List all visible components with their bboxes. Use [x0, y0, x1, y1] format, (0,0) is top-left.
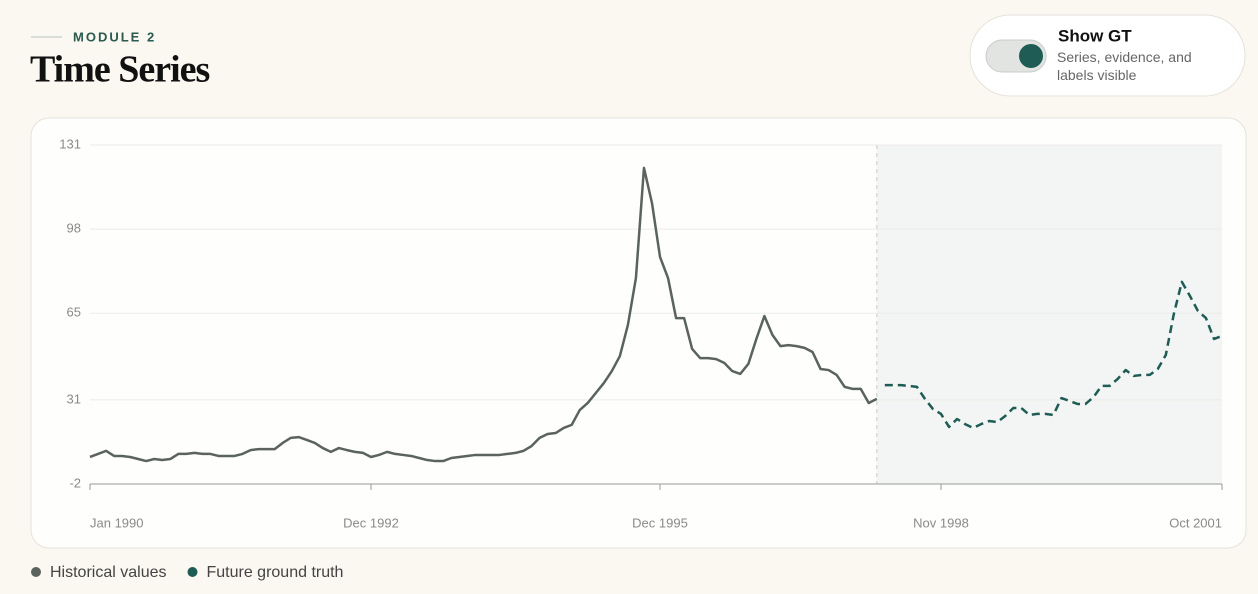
plot: -2 31 65 98 131 Jan 1990 Dec 1992 Dec 1995 Nov 1…	[59, 136, 1223, 530]
y-tick-label: 98	[67, 221, 81, 236]
legend-label: Historical values	[50, 564, 166, 581]
legend-swatch	[187, 567, 198, 577]
x-tick-label: Dec 1995	[632, 515, 688, 530]
y-tick-label: 131	[59, 136, 81, 151]
forecast-region	[876, 145, 1222, 484]
toggle-knob	[1019, 44, 1043, 68]
toggle-description-box: Series, evidence, and labels visible	[1057, 49, 1192, 83]
y-tick-label: 31	[67, 391, 81, 406]
legend: Historical values Future ground truth	[31, 564, 343, 581]
gt-toggle[interactable]: Show GT Series, evidence, and labels vis…	[969, 14, 1246, 97]
x-tick-label: Dec 1992	[343, 515, 399, 530]
series-line	[89, 166, 878, 463]
x-tick-label: Jan 1990	[90, 515, 144, 530]
y-tick-label: -2	[69, 475, 81, 490]
toggle-card	[969, 14, 1246, 97]
legend-label: Future ground truth	[206, 564, 343, 581]
page-title: Time Series	[30, 49, 210, 91]
legend-swatch	[31, 567, 41, 577]
toggle-description: Series, evidence, and labels visible	[1057, 49, 1192, 83]
x-tick-label: Oct 2001	[1169, 515, 1222, 530]
series-line	[884, 280, 1223, 430]
toggle-label: Show GT	[1058, 26, 1132, 45]
y-tick-label: 65	[67, 305, 81, 320]
eyebrow: MODULE 2	[73, 29, 156, 44]
x-tick-label: Nov 1998	[913, 515, 969, 530]
